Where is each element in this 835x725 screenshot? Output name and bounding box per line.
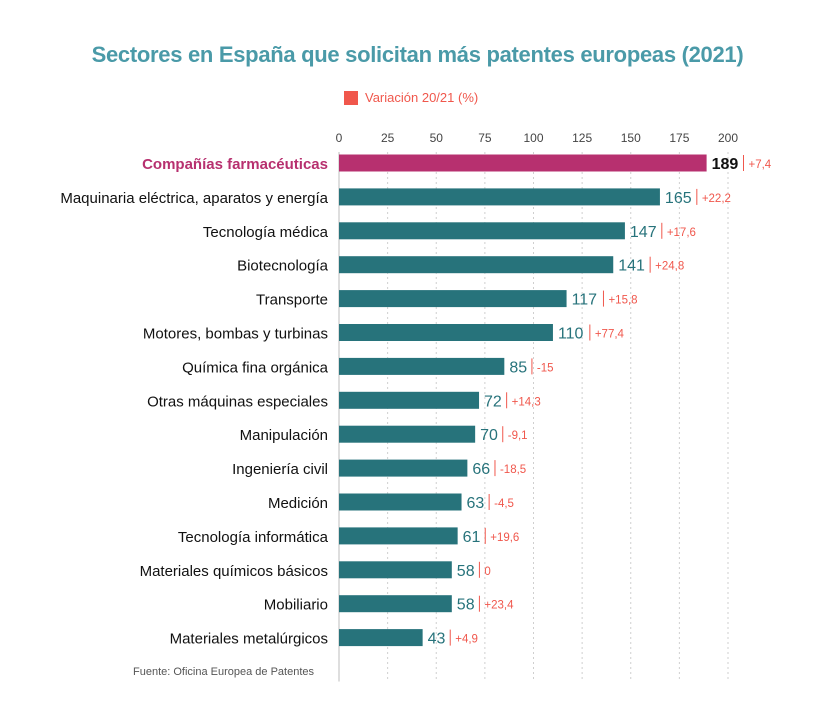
bar: [339, 256, 614, 274]
category-label: Materiales metalúrgicos: [170, 631, 328, 648]
category-label: Química fina orgánica: [182, 359, 329, 376]
value-label: 117: [572, 292, 598, 309]
value-label: 63: [467, 495, 485, 512]
variation-label: 0: [484, 566, 490, 578]
value-label: 110: [558, 326, 584, 343]
legend: Variación 20/21 (%): [344, 90, 478, 105]
bar: [339, 459, 468, 477]
variation-label: -18,5: [500, 464, 526, 476]
bar: [339, 595, 452, 613]
source-note: Fuente: Oficina Europea de Patentes: [133, 666, 315, 678]
category-label: Medición: [268, 495, 328, 512]
bar: [339, 222, 625, 240]
value-label: 61: [463, 529, 481, 546]
value-label: 147: [630, 224, 657, 241]
x-tick-label: 50: [430, 131, 444, 145]
bar: [339, 629, 423, 647]
category-label: Tecnología médica: [203, 224, 329, 241]
value-label: 85: [509, 359, 527, 376]
bar: [339, 391, 480, 409]
variation-label: +23,4: [484, 600, 514, 612]
value-label: 58: [457, 563, 475, 580]
category-label: Materiales químicos básicos: [140, 563, 328, 580]
value-label: 189: [712, 156, 739, 173]
value-label: 58: [457, 597, 475, 614]
category-label: Ingeniería civil: [232, 461, 328, 478]
value-label: 165: [665, 190, 692, 207]
chart-title: Sectores en España que solicitan más pat…: [91, 42, 744, 67]
x-tick-label: 75: [478, 131, 492, 145]
x-tick-label: 100: [523, 131, 543, 145]
variation-label: +77,4: [595, 329, 625, 341]
bar: [339, 561, 452, 579]
bar: [339, 188, 660, 206]
variation-label: +24,8: [655, 261, 684, 273]
bar: [339, 425, 476, 443]
category-label: Biotecnología: [237, 258, 329, 275]
bar: [339, 324, 553, 341]
value-label: 70: [480, 427, 498, 444]
category-label: Maquinaria eléctrica, aparatos y energía: [60, 190, 328, 207]
variation-label: +15,8: [608, 295, 637, 307]
variation-label: +4,9: [455, 634, 478, 646]
variation-label: +17,6: [667, 227, 696, 239]
bar: [339, 493, 462, 511]
x-tick-label: 175: [669, 131, 689, 145]
category-label: Compañías farmacéuticas: [142, 156, 328, 173]
category-label: Mobiliario: [264, 597, 328, 614]
value-label: 66: [472, 461, 490, 478]
bar: [339, 527, 458, 545]
variation-label: +22,2: [702, 193, 731, 205]
value-label: 72: [484, 393, 502, 410]
variation-label: -9,1: [508, 430, 528, 442]
variation-label: -15: [537, 362, 554, 374]
value-label: 43: [428, 631, 446, 648]
x-tick-label: 125: [572, 131, 592, 145]
legend-swatch: [344, 90, 358, 105]
bar: [339, 154, 707, 172]
bar: [339, 290, 567, 308]
category-label: Otras máquinas especiales: [147, 393, 328, 410]
x-tick-label: 150: [621, 131, 641, 145]
variation-label: +19,6: [490, 532, 519, 544]
x-tick-label: 0: [336, 131, 343, 145]
legend-label: Variación 20/21 (%): [365, 90, 479, 105]
category-label: Transporte: [256, 292, 328, 309]
category-label: Manipulación: [240, 427, 328, 444]
value-label: 141: [618, 258, 645, 275]
variation-label: -4,5: [494, 498, 514, 510]
category-label: Motores, bombas y turbinas: [143, 326, 328, 343]
x-tick-label: 25: [381, 131, 395, 145]
category-label: Tecnología informática: [178, 529, 329, 546]
x-tick-label: 200: [718, 131, 738, 145]
variation-label: +14,3: [512, 396, 541, 408]
variation-label: +7,4: [749, 159, 772, 171]
bar: [339, 357, 505, 375]
